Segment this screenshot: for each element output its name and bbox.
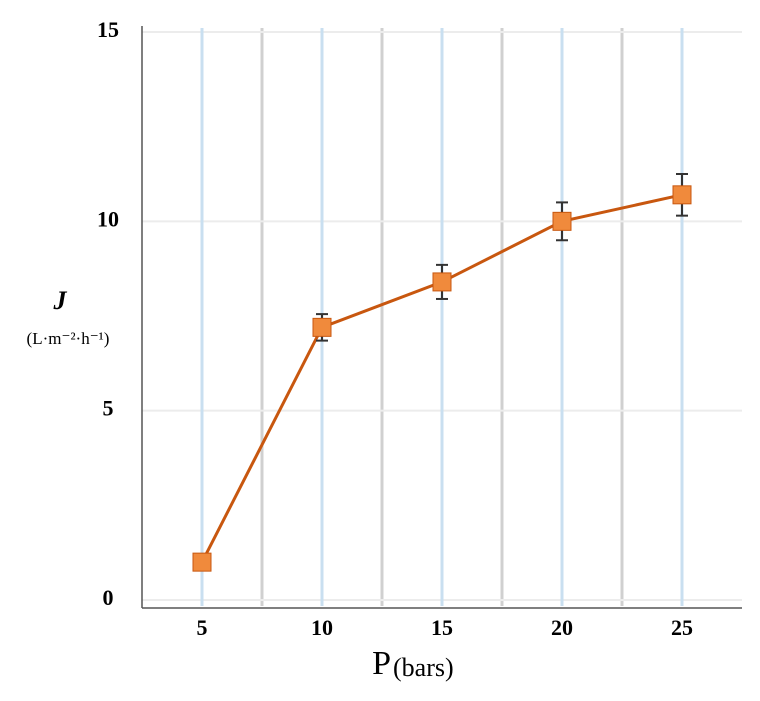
x-tick-label: 10	[311, 615, 333, 640]
x-tick-label: 15	[431, 615, 453, 640]
marker	[312, 317, 332, 337]
x-tick-label: 20	[551, 615, 573, 640]
y-tick-label: 0	[103, 585, 114, 610]
marker	[672, 185, 692, 205]
x-tick-label: 25	[671, 615, 693, 640]
y-axis-label: J	[53, 286, 68, 315]
marker	[192, 552, 212, 572]
y-axis-unit: (L·m⁻²·h⁻¹)	[27, 329, 110, 348]
x-axis-label: P	[372, 645, 391, 682]
y-tick-label: 15	[97, 17, 119, 42]
y-tick-label: 5	[103, 396, 114, 421]
x-axis-unit: (bars)	[393, 653, 454, 682]
marker	[552, 211, 572, 231]
y-tick-label: 10	[97, 206, 119, 231]
marker	[432, 272, 452, 292]
x-tick-label: 5	[197, 615, 208, 640]
